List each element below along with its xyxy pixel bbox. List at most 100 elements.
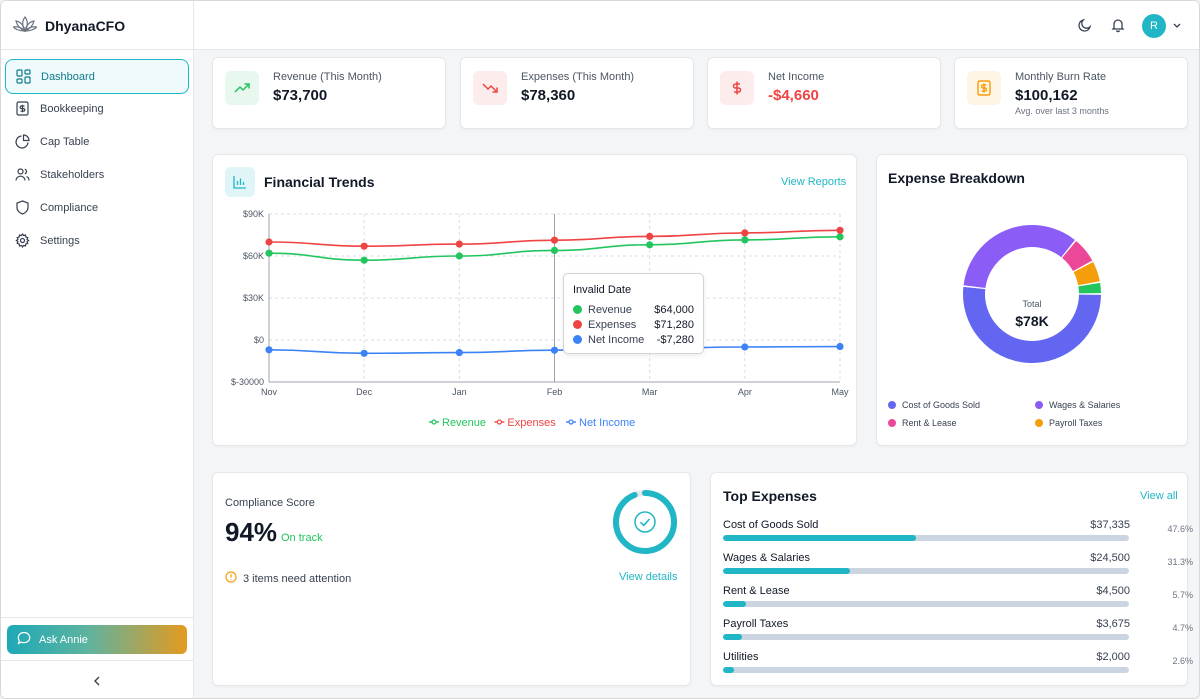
legend-item: Wages & Salaries bbox=[1035, 400, 1120, 410]
legend-label: Rent & Lease bbox=[902, 418, 957, 428]
legend-label: Wages & Salaries bbox=[1049, 400, 1121, 410]
progress-ring-fill bbox=[613, 490, 677, 554]
sidebar-item-label: Bookkeeping bbox=[40, 102, 104, 115]
kpi-card-net-income: Net Income -$4,660 bbox=[707, 57, 941, 129]
sidebar-item-settings[interactable]: Settings bbox=[5, 224, 189, 257]
legend-item: Payroll Taxes bbox=[1035, 418, 1102, 428]
attention-notice: 3 items need attention bbox=[225, 571, 351, 586]
compliance-score: 94% bbox=[225, 517, 278, 547]
expense-bar-fill bbox=[723, 634, 743, 640]
sidebar-item-label: Cap Table bbox=[40, 135, 90, 148]
expense-bar-track bbox=[723, 667, 1129, 673]
bar-chart-icon bbox=[225, 167, 255, 197]
tooltip-row: Net Income -$7,280 bbox=[573, 332, 694, 347]
sidebar-item-stakeholders[interactable]: Stakeholders bbox=[5, 158, 189, 191]
kpi-label: Expenses (This Month) bbox=[521, 71, 635, 83]
kpi-value: $100,162 bbox=[1015, 87, 1078, 104]
sidebar-divider bbox=[1, 617, 193, 618]
users-icon bbox=[15, 167, 30, 182]
tooltip-name: Revenue bbox=[588, 303, 633, 316]
sidebar: DhyanaCFO Dashboard Bookkeeping Cap Tabl… bbox=[1, 1, 194, 698]
kpi-label: Monthly Burn Rate bbox=[1015, 71, 1107, 83]
tooltip-value: $71,280 bbox=[654, 318, 694, 331]
ask-annie-button[interactable]: Ask Annie bbox=[7, 625, 187, 654]
kpi-value: $73,700 bbox=[273, 87, 328, 104]
view-all-link[interactable]: View all bbox=[1140, 490, 1178, 502]
sidebar-item-compliance[interactable]: Compliance bbox=[5, 191, 189, 224]
expense-name: Payroll Taxes bbox=[723, 618, 789, 630]
tooltip-row: Revenue $64,000 bbox=[573, 302, 694, 317]
legend-swatch bbox=[1035, 401, 1043, 409]
expense-bar-fill bbox=[723, 568, 851, 574]
card-title: Expense Breakdown bbox=[888, 170, 1025, 186]
ask-annie-label: Ask Annie bbox=[39, 633, 88, 646]
sidebar-divider bbox=[1, 660, 193, 661]
brand[interactable]: DhyanaCFO bbox=[12, 14, 126, 38]
tooltip-value: $64,000 bbox=[654, 303, 694, 316]
sidebar-item-cap-table[interactable]: Cap Table bbox=[5, 125, 189, 158]
compliance-card: Compliance Score 94% On track 3 items ne… bbox=[212, 472, 691, 686]
tooltip-name: Net Income bbox=[588, 333, 645, 346]
expense-percent: 5.7% bbox=[1172, 590, 1193, 600]
expense-name: Utilities bbox=[723, 651, 759, 663]
expense-percent: 47.6% bbox=[1167, 524, 1193, 534]
view-details-link[interactable]: View details bbox=[619, 571, 678, 583]
avatar[interactable]: R bbox=[1142, 14, 1166, 38]
bell-icon[interactable] bbox=[1110, 17, 1126, 33]
legend-label: Cost of Goods Sold bbox=[902, 400, 981, 410]
chevron-down-icon[interactable] bbox=[1171, 18, 1187, 34]
tooltip-name: Expenses bbox=[588, 318, 637, 331]
tooltip-row: Expenses $71,280 bbox=[573, 317, 694, 332]
collapse-sidebar-button[interactable] bbox=[89, 673, 105, 689]
expense-bar-track bbox=[723, 568, 1129, 574]
expense-bar-track bbox=[723, 601, 1129, 607]
expenses-dot-icon bbox=[573, 320, 582, 329]
card-title: Top Expenses bbox=[723, 488, 817, 504]
avatar-initial: R bbox=[1150, 20, 1158, 32]
sidebar-item-label: Stakeholders bbox=[40, 168, 105, 181]
expense-name: Wages & Salaries bbox=[723, 552, 811, 564]
sidebar-nav: Dashboard Bookkeeping Cap Table Stakehol… bbox=[5, 59, 189, 257]
legend-swatch bbox=[888, 401, 896, 409]
sidebar-divider bbox=[1, 49, 193, 50]
expense-bar-fill bbox=[723, 667, 734, 673]
expense-percent: 4.7% bbox=[1172, 623, 1193, 633]
top-expenses-card: Top Expenses View all Cost of Goods Sold… bbox=[710, 472, 1193, 686]
kpi-card-burn-rate: Monthly Burn Rate $100,162 Avg. over las… bbox=[954, 57, 1188, 129]
dollar-file-icon bbox=[15, 101, 30, 116]
kpi-label: Net Income bbox=[768, 71, 825, 83]
legend-swatch bbox=[1035, 419, 1043, 427]
kpi-subtext: Avg. over last 3 months bbox=[1015, 106, 1109, 116]
expense-amount: $37,335 bbox=[1090, 519, 1130, 531]
status-badge: On track bbox=[281, 532, 323, 544]
expense-bar-fill bbox=[723, 601, 747, 607]
moon-icon[interactable] bbox=[1077, 17, 1093, 33]
kpi-card-revenue: Revenue (This Month) $73,700 bbox=[212, 57, 446, 129]
expense-breakdown-card: Expense Breakdown Cost of Goods Sold Wag… bbox=[876, 154, 1188, 446]
lotus-logo-icon bbox=[12, 15, 38, 38]
app-name: DhyanaCFO bbox=[45, 18, 126, 34]
expense-percent: 31.3% bbox=[1167, 557, 1193, 567]
legend-item: Rent & Lease bbox=[888, 418, 957, 428]
kpi-label: Revenue (This Month) bbox=[273, 71, 382, 83]
kpi-value: -$4,660 bbox=[768, 87, 819, 104]
trend-down-icon bbox=[473, 71, 507, 105]
net-income-dot-icon bbox=[573, 335, 582, 344]
sidebar-item-label: Dashboard bbox=[41, 70, 95, 83]
view-reports-link[interactable]: View Reports bbox=[781, 176, 847, 188]
compliance-progress-ring bbox=[613, 490, 677, 554]
expense-bar-track bbox=[723, 535, 1129, 541]
expense-amount: $3,675 bbox=[1096, 618, 1130, 630]
sidebar-item-bookkeeping[interactable]: Bookkeeping bbox=[5, 92, 189, 125]
expense-name: Rent & Lease bbox=[723, 585, 790, 597]
chevron-left-icon bbox=[94, 676, 100, 686]
sidebar-item-dashboard[interactable]: Dashboard bbox=[5, 59, 189, 94]
compliance-label: Compliance Score bbox=[225, 497, 315, 509]
dollar-doc-icon bbox=[967, 71, 1001, 105]
chart-tooltip: Invalid Date Revenue $64,000 Expenses $71,… bbox=[563, 273, 704, 354]
sidebar-item-label: Settings bbox=[40, 234, 80, 247]
revenue-dot-icon bbox=[573, 305, 582, 314]
kpi-value: $78,360 bbox=[521, 87, 576, 104]
grid-icon bbox=[16, 69, 31, 84]
